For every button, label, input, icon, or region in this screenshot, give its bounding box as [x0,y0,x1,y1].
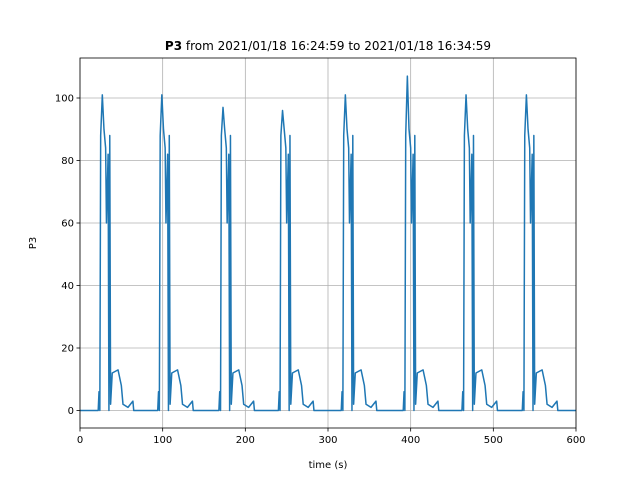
y-tick-label: 60 [61,219,74,230]
x-tick-label: 500 [484,435,503,446]
y-tick-label: 80 [61,156,74,167]
x-tick-label: 400 [401,435,420,446]
chart-title: P3 from 2021/01/18 16:24:59 to 2021/01/1… [165,39,491,53]
x-tick-label: 0 [77,435,83,446]
y-tick-label: 20 [61,344,74,355]
title-bold: P3 [165,39,182,53]
y-tick-label: 0 [68,406,74,417]
y-tick-label: 100 [55,94,74,105]
y-tick-label: 40 [61,281,74,292]
x-tick-label: 100 [153,435,172,446]
x-tick-label: 300 [318,435,337,446]
plot-frame [79,57,577,429]
data-line [80,75,576,412]
title-rest: from 2021/01/18 16:24:59 to 2021/01/18 1… [186,39,491,53]
y-axis-label: P3 [28,237,39,249]
x-tick-label: 600 [566,435,585,446]
x-axis-label: time (s) [309,460,348,471]
x-tick-label: 200 [236,435,255,446]
